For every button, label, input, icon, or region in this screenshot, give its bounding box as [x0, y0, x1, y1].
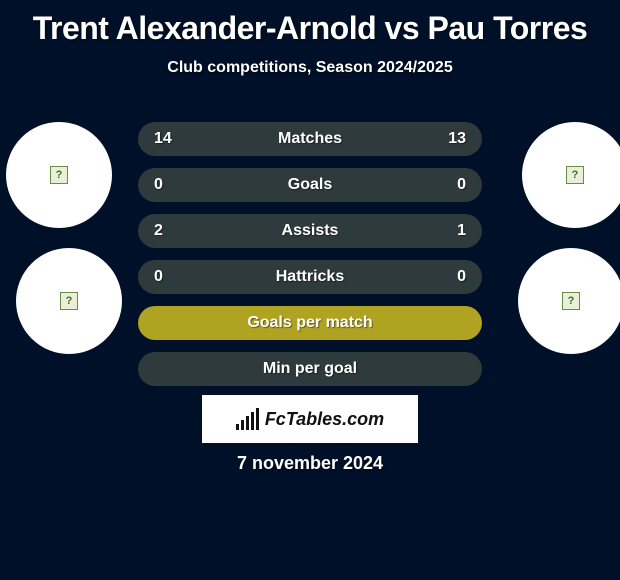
stat-label: Min per goal: [138, 360, 482, 378]
stats-rows: 14Matches130Goals02Assists10Hattricks0Go…: [138, 122, 482, 398]
broken-image-icon: ?: [60, 292, 78, 310]
branding-badge: FcTables.com: [202, 395, 418, 443]
stat-row: 0Hattricks0: [138, 260, 482, 294]
bar-icon-segment: [256, 408, 259, 430]
avatar-club1: ?: [16, 248, 122, 354]
stat-right-value: 1: [457, 222, 466, 240]
broken-image-icon: ?: [50, 166, 68, 184]
stat-left-value: 0: [154, 268, 163, 286]
stat-right-value: 0: [457, 268, 466, 286]
branding-bars-icon: [236, 408, 259, 430]
bar-icon-segment: [251, 412, 254, 430]
page-subtitle: Club competitions, Season 2024/2025: [0, 59, 620, 77]
stat-row: Min per goal: [138, 352, 482, 386]
stat-left-value: 14: [154, 130, 172, 148]
avatar-player1: ?: [6, 122, 112, 228]
date-label: 7 november 2024: [0, 453, 620, 474]
stat-right-value: 13: [448, 130, 466, 148]
branding-text: FcTables.com: [265, 409, 384, 430]
stat-left-value: 2: [154, 222, 163, 240]
avatar-player2: ?: [522, 122, 620, 228]
stat-row: 14Matches13: [138, 122, 482, 156]
avatar-club2: ?: [518, 248, 620, 354]
stat-label: Goals: [138, 176, 482, 194]
stat-label: Assists: [138, 222, 482, 240]
stat-row: Goals per match: [138, 306, 482, 340]
stat-right-value: 0: [457, 176, 466, 194]
bar-icon-segment: [246, 416, 249, 430]
stat-row: 0Goals0: [138, 168, 482, 202]
page-title: Trent Alexander-Arnold vs Pau Torres: [0, 0, 620, 47]
broken-image-icon: ?: [562, 292, 580, 310]
stat-left-value: 0: [154, 176, 163, 194]
stat-label: Goals per match: [138, 314, 482, 332]
stat-label: Hattricks: [138, 268, 482, 286]
bar-icon-segment: [241, 420, 244, 430]
stat-row: 2Assists1: [138, 214, 482, 248]
broken-image-icon: ?: [566, 166, 584, 184]
stat-label: Matches: [138, 130, 482, 148]
bar-icon-segment: [236, 424, 239, 430]
